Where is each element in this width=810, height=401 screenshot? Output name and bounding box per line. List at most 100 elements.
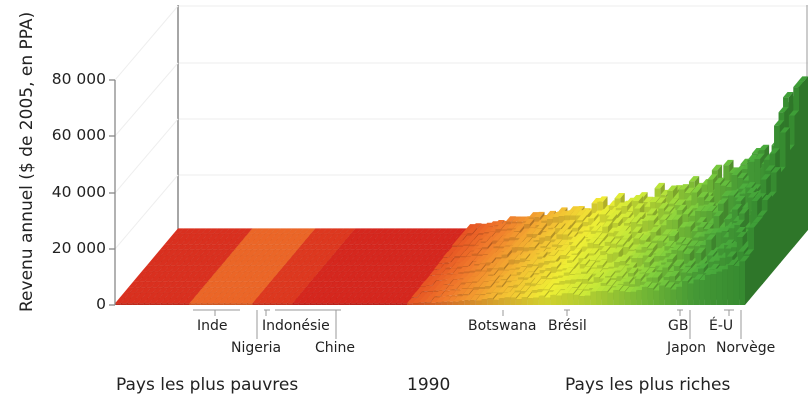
bar-top	[319, 239, 330, 245]
bar-top	[581, 210, 592, 216]
bar-top	[325, 292, 336, 298]
bar-top	[264, 249, 275, 256]
bar-top	[407, 297, 418, 304]
bar-top	[613, 226, 624, 232]
bar-top	[369, 260, 381, 266]
bar-top	[464, 294, 475, 301]
bar-top	[316, 228, 327, 234]
bar-top	[233, 265, 244, 272]
bar-top	[342, 292, 354, 298]
bar-front	[498, 298, 505, 305]
bar-top	[655, 197, 667, 203]
bar-top	[426, 279, 437, 286]
bar-top	[527, 292, 538, 299]
bar-front	[321, 303, 327, 305]
bar-top	[427, 285, 438, 291]
bar-side	[745, 255, 750, 305]
bar-top	[226, 260, 237, 266]
bar-top	[507, 280, 518, 287]
bar-top	[218, 276, 230, 282]
bar-top	[359, 265, 370, 272]
bar-top	[592, 268, 603, 274]
bar-front	[206, 303, 213, 305]
bar-top	[500, 273, 511, 280]
bar-top	[704, 195, 715, 202]
bar-top	[632, 226, 643, 232]
bar-top	[367, 297, 378, 304]
bar-front	[452, 301, 459, 305]
bar-top	[265, 255, 276, 261]
bar-top	[153, 265, 164, 272]
bar-front	[235, 303, 241, 305]
bar-top	[283, 281, 294, 288]
bar-top	[524, 218, 535, 225]
bar-front	[183, 303, 190, 305]
bar-top	[675, 236, 687, 243]
bar-top	[291, 292, 302, 298]
bar-front	[624, 292, 631, 305]
bar-top	[240, 271, 251, 277]
bar-top	[164, 265, 176, 272]
bar-side	[767, 194, 772, 279]
bar-top	[227, 265, 239, 272]
bar-top	[263, 271, 274, 277]
bar-top	[176, 265, 187, 272]
bar-top	[447, 246, 458, 253]
bar-top	[628, 267, 639, 274]
bar-front	[435, 302, 442, 305]
bar-top	[654, 182, 665, 189]
bar-top	[463, 239, 474, 245]
bar-top	[330, 239, 341, 245]
bar-top	[208, 255, 219, 261]
bar-top	[354, 292, 365, 298]
bar-top	[225, 281, 237, 288]
bar-front	[332, 303, 339, 305]
bar-top	[217, 244, 228, 250]
bar-top	[493, 241, 504, 247]
bar-front	[567, 293, 574, 305]
bar-top	[213, 276, 224, 282]
tick-marker-chine	[275, 309, 341, 339]
bar-top	[235, 297, 246, 304]
bar-top	[224, 276, 235, 282]
bar-top	[774, 120, 785, 126]
bar-top	[380, 281, 391, 288]
bar-front	[412, 302, 419, 305]
bar-top	[588, 248, 599, 254]
bar-top	[137, 297, 149, 304]
bar-top	[463, 266, 475, 272]
bar-top	[382, 239, 393, 245]
bar-top	[317, 255, 328, 261]
bar-top	[231, 281, 242, 288]
bar-top	[352, 260, 363, 266]
bar-top	[688, 176, 700, 182]
bar-top	[696, 260, 707, 266]
bar-top	[469, 265, 480, 271]
bar-top	[488, 269, 499, 275]
bar-top	[547, 278, 559, 285]
bar-top	[314, 244, 325, 250]
bar-top	[294, 281, 305, 288]
bar-top	[259, 228, 270, 234]
bar-top	[253, 228, 264, 234]
bar-top	[574, 235, 586, 241]
bar-top	[360, 292, 371, 298]
bar-front	[252, 303, 259, 305]
bar-top	[548, 249, 559, 256]
bar-top	[135, 287, 146, 293]
bar-front	[269, 303, 276, 305]
bar-top	[549, 284, 560, 291]
bar-top	[129, 287, 140, 293]
bar-top	[334, 255, 345, 261]
bar-top	[182, 292, 193, 298]
bar-top	[318, 287, 329, 293]
bar-top	[267, 239, 278, 245]
bar-top	[612, 247, 624, 253]
bar-top	[268, 292, 279, 298]
bar-top	[405, 265, 416, 272]
bar-top	[221, 287, 232, 293]
bar-top	[451, 262, 462, 268]
bar-top	[299, 255, 311, 261]
bar-top	[401, 249, 412, 256]
bar-top	[172, 249, 183, 256]
